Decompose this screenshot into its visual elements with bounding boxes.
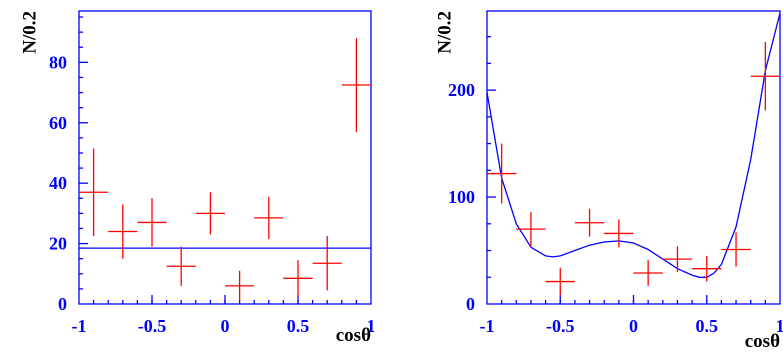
fit-curve — [486, 12, 781, 278]
data-point — [283, 260, 313, 297]
x-tick-label: 1 — [367, 316, 376, 336]
x-axis-title: cosθ — [336, 325, 371, 346]
y-tick-label: 40 — [49, 173, 67, 193]
data-point — [545, 267, 575, 296]
left-panel: -1 -0.5 0 0.5 1 0 20 40 60 80 cosθ N/0.2 — [19, 10, 376, 346]
data-point — [341, 38, 371, 132]
x-axis-title: cosθ — [745, 331, 780, 352]
y-tick-label: 0 — [466, 294, 475, 314]
y-axis-title: N/0.2 — [19, 11, 40, 54]
x-tick-label: 0.5 — [696, 316, 719, 336]
data-point — [633, 260, 663, 286]
x-tick-label: 0 — [221, 316, 230, 336]
data-point — [487, 143, 517, 204]
y-tick-label: 20 — [49, 234, 67, 254]
data-point — [195, 192, 225, 235]
data-point — [79, 148, 109, 237]
y-tick-label: 200 — [448, 80, 475, 100]
x-tick-label: -0.5 — [546, 316, 575, 336]
right-panel: -1 -0.5 0 0.5 1 0 100 200 cosθ N/0.2 — [434, 10, 783, 352]
data-point — [312, 236, 342, 291]
x-tick-label: -1 — [72, 316, 87, 336]
data-point — [225, 270, 255, 301]
data-point — [721, 232, 751, 267]
data-point — [692, 255, 722, 282]
data-point — [574, 208, 605, 237]
data-point — [516, 212, 546, 247]
x-tick-label: 0.5 — [287, 316, 310, 336]
data-point — [662, 246, 693, 272]
y-tick-label: 60 — [49, 113, 67, 133]
y-tick-label: 0 — [58, 294, 67, 314]
y-tick-label: 80 — [49, 52, 67, 72]
data-point — [137, 198, 167, 247]
x-tick-label: 1 — [776, 316, 783, 336]
data-point — [254, 196, 284, 240]
data-point — [750, 42, 780, 111]
x-tick-label: -1 — [480, 316, 495, 336]
data-point — [166, 246, 196, 286]
y-tick-label: 100 — [448, 187, 475, 207]
x-tick-label: 0 — [629, 316, 638, 336]
data-point — [108, 204, 138, 259]
x-tick-label: -0.5 — [138, 316, 167, 336]
y-axis-title: N/0.2 — [434, 11, 455, 54]
data-point — [604, 219, 634, 248]
